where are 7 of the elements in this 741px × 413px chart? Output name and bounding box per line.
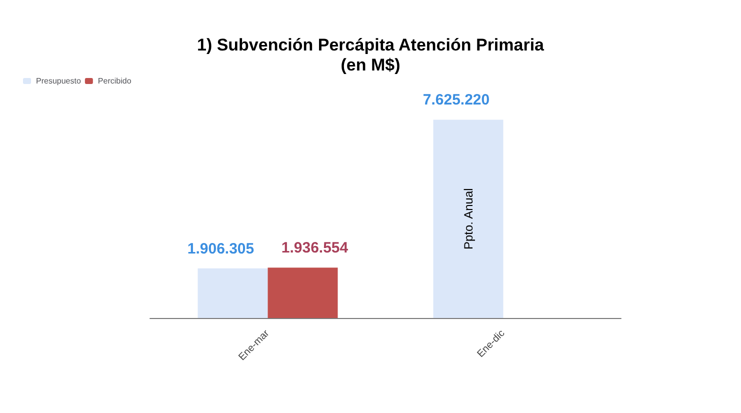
legend-label: Percibido bbox=[98, 76, 132, 86]
legend-label: Presupuesto bbox=[36, 76, 82, 86]
annotation: Ppto. Anual bbox=[461, 188, 476, 250]
data-label: 1.936.554 bbox=[281, 240, 349, 257]
data-label: 7.625.220 bbox=[422, 92, 490, 109]
data-label: 1.906.305 bbox=[187, 240, 254, 258]
chart-title: 1) Subvención Percápita Atención Primaria (en M$) bbox=[196, 36, 545, 74]
